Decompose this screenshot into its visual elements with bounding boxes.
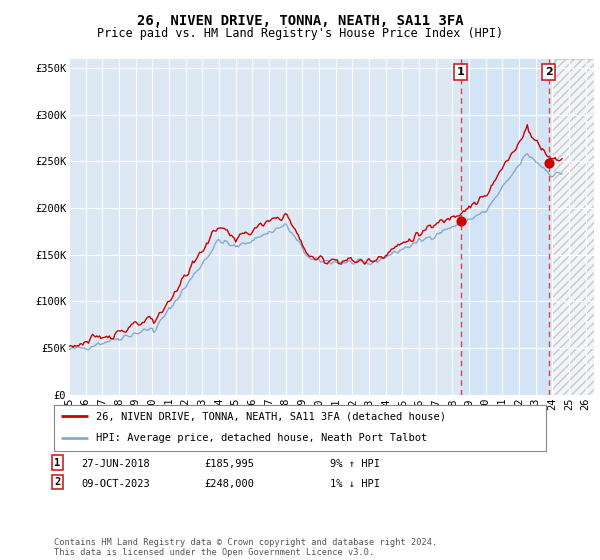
Text: 27-JUN-2018: 27-JUN-2018	[81, 459, 150, 469]
Text: 1: 1	[457, 67, 464, 77]
Text: 26, NIVEN DRIVE, TONNA, NEATH, SA11 3FA (detached house): 26, NIVEN DRIVE, TONNA, NEATH, SA11 3FA …	[96, 412, 446, 421]
Text: 26, NIVEN DRIVE, TONNA, NEATH, SA11 3FA: 26, NIVEN DRIVE, TONNA, NEATH, SA11 3FA	[137, 14, 463, 28]
Bar	[461, 59, 548, 395]
Text: 1: 1	[54, 458, 60, 468]
Text: Contains HM Land Registry data © Crown copyright and database right 2024.
This d: Contains HM Land Registry data © Crown c…	[54, 538, 437, 557]
Text: 2: 2	[545, 67, 553, 77]
Text: 9% ↑ HPI: 9% ↑ HPI	[330, 459, 380, 469]
Text: 09-OCT-2023: 09-OCT-2023	[81, 479, 150, 489]
Point	[544, 159, 553, 168]
Text: HPI: Average price, detached house, Neath Port Talbot: HPI: Average price, detached house, Neat…	[96, 433, 427, 443]
Text: 1% ↓ HPI: 1% ↓ HPI	[330, 479, 380, 489]
Text: £185,995: £185,995	[204, 459, 254, 469]
Bar	[553, 59, 600, 395]
Text: Price paid vs. HM Land Registry's House Price Index (HPI): Price paid vs. HM Land Registry's House …	[97, 27, 503, 40]
Point	[456, 217, 466, 226]
Text: £248,000: £248,000	[204, 479, 254, 489]
Text: 2: 2	[54, 477, 60, 487]
